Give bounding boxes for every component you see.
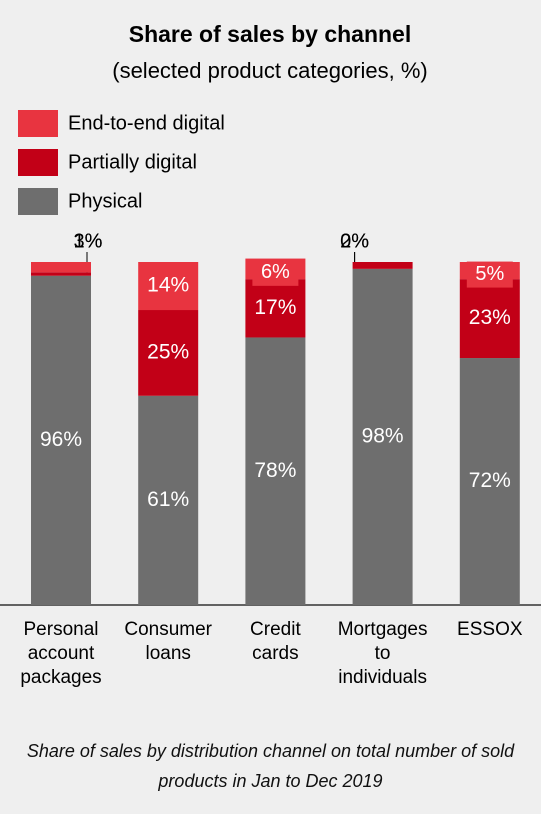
bar-segment <box>138 395 199 605</box>
footnote: Share of sales by distribution channel o… <box>26 741 515 791</box>
legend-label: End-to-end digital <box>68 112 225 134</box>
legend-swatch <box>18 188 58 215</box>
value-label: 17% <box>254 296 296 319</box>
value-label: 78% <box>254 459 296 482</box>
bar-segment <box>31 272 91 276</box>
value-label: 2% <box>340 230 369 252</box>
value-label-box <box>252 259 299 286</box>
bar-segment <box>138 310 199 396</box>
x-tick-label: Credit cards <box>250 619 301 664</box>
bar-segment <box>31 275 91 605</box>
bar-segment <box>459 279 520 359</box>
legend-swatch <box>18 110 58 137</box>
legend-label: Partially digital <box>68 151 197 173</box>
value-label: 98% <box>362 424 404 447</box>
bar-segment <box>245 337 306 605</box>
value-label: 5% <box>475 263 504 285</box>
value-label-box <box>466 261 513 288</box>
x-tick-label: Personal account packages <box>20 619 101 688</box>
value-label: 3% <box>74 230 103 252</box>
bar-segment <box>352 262 413 269</box>
bar-segment <box>31 262 91 273</box>
value-label: 14% <box>147 274 189 297</box>
x-tick-label: Mortgages to individuals <box>338 619 428 688</box>
bar-segment <box>352 268 413 605</box>
value-label: 1% <box>74 230 103 252</box>
x-tick-label: Consumer loans <box>124 619 212 664</box>
bar-segment <box>245 279 306 338</box>
value-label: 96% <box>40 428 82 451</box>
bar-segment <box>138 262 199 311</box>
bar-segment <box>459 358 520 605</box>
value-label: 72% <box>469 469 511 492</box>
value-label: 61% <box>147 488 189 511</box>
value-label: 25% <box>147 340 189 363</box>
legend-label: Physical <box>68 190 142 212</box>
value-label: 6% <box>261 261 290 283</box>
value-label: 0% <box>340 230 369 252</box>
chart-title: Share of sales by channel <box>129 21 412 47</box>
value-label: 23% <box>469 306 511 329</box>
chart: Share of sales by channel (selected prod… <box>0 21 541 688</box>
x-tick-label: ESSOX <box>457 619 523 640</box>
legend-swatch <box>18 149 58 176</box>
chart-subtitle: (selected product categories, %) <box>112 58 428 83</box>
